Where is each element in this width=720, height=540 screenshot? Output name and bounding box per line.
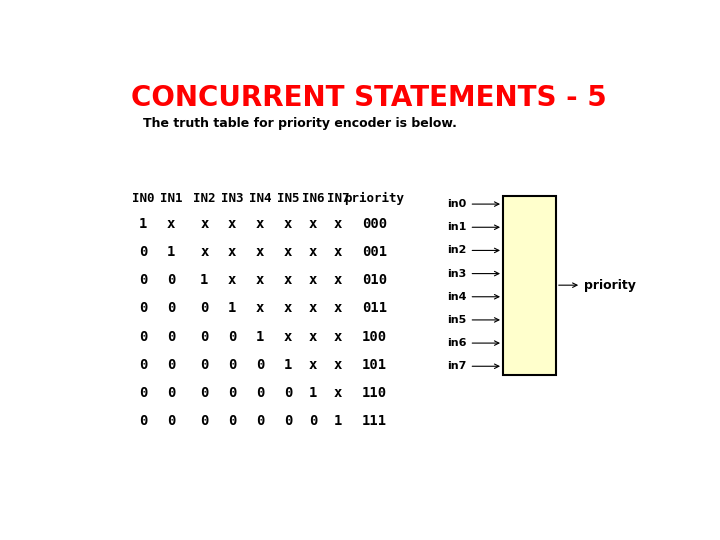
- Text: IN5: IN5: [277, 192, 300, 205]
- Text: 0: 0: [167, 415, 175, 428]
- Text: x: x: [334, 301, 343, 315]
- Text: 0: 0: [139, 415, 147, 428]
- Text: 1: 1: [228, 301, 236, 315]
- Text: IN1: IN1: [160, 192, 182, 205]
- Text: IN3: IN3: [221, 192, 243, 205]
- Text: x: x: [334, 217, 343, 231]
- Text: 0: 0: [139, 358, 147, 372]
- Text: in0: in0: [447, 199, 467, 209]
- Text: x: x: [309, 358, 318, 372]
- Text: 0: 0: [139, 329, 147, 343]
- Text: in1: in1: [447, 222, 467, 232]
- Text: 0: 0: [139, 301, 147, 315]
- Text: 011: 011: [362, 301, 387, 315]
- Text: CONCURRENT STATEMENTS - 5: CONCURRENT STATEMENTS - 5: [131, 84, 607, 112]
- Text: x: x: [334, 358, 343, 372]
- Text: x: x: [256, 245, 264, 259]
- Text: 0: 0: [200, 358, 209, 372]
- Text: 1: 1: [256, 329, 264, 343]
- Text: x: x: [334, 329, 343, 343]
- Text: 1: 1: [309, 386, 318, 400]
- Text: 0: 0: [139, 245, 147, 259]
- Text: x: x: [309, 217, 318, 231]
- Text: in4: in4: [447, 292, 467, 302]
- Text: x: x: [334, 245, 343, 259]
- Text: 0: 0: [167, 386, 175, 400]
- Text: x: x: [284, 245, 292, 259]
- Text: 0: 0: [309, 415, 318, 428]
- Text: 1: 1: [334, 415, 343, 428]
- Text: 1: 1: [200, 273, 209, 287]
- Text: x: x: [284, 217, 292, 231]
- Text: in3: in3: [447, 268, 467, 279]
- Text: x: x: [309, 245, 318, 259]
- Text: x: x: [284, 329, 292, 343]
- Text: 1: 1: [284, 358, 292, 372]
- Text: x: x: [309, 329, 318, 343]
- Text: 0: 0: [200, 301, 209, 315]
- Text: x: x: [256, 217, 264, 231]
- Text: 0: 0: [200, 386, 209, 400]
- Text: 100: 100: [362, 329, 387, 343]
- Text: 0: 0: [284, 415, 292, 428]
- Text: in5: in5: [447, 315, 467, 325]
- Text: 000: 000: [362, 217, 387, 231]
- Text: x: x: [309, 301, 318, 315]
- Text: x: x: [309, 273, 318, 287]
- Text: 0: 0: [256, 358, 264, 372]
- Text: 0: 0: [200, 415, 209, 428]
- Text: 0: 0: [167, 273, 175, 287]
- Bar: [503, 196, 556, 375]
- Text: 0: 0: [228, 329, 236, 343]
- Text: in6: in6: [447, 338, 467, 348]
- Text: x: x: [228, 217, 236, 231]
- Text: x: x: [228, 245, 236, 259]
- Text: 0: 0: [256, 415, 264, 428]
- Text: 1: 1: [139, 217, 147, 231]
- Text: x: x: [228, 273, 236, 287]
- Text: 0: 0: [200, 329, 209, 343]
- Text: x: x: [167, 217, 175, 231]
- Text: 111: 111: [362, 415, 387, 428]
- Text: x: x: [200, 217, 209, 231]
- Text: IN7: IN7: [327, 192, 350, 205]
- Text: x: x: [256, 273, 264, 287]
- Text: 010: 010: [362, 273, 387, 287]
- Text: x: x: [334, 386, 343, 400]
- Text: 001: 001: [362, 245, 387, 259]
- Text: 0: 0: [228, 386, 236, 400]
- Text: IN6: IN6: [302, 192, 325, 205]
- Text: 0: 0: [139, 273, 147, 287]
- Text: IN0: IN0: [132, 192, 154, 205]
- Text: 0: 0: [228, 415, 236, 428]
- Text: x: x: [284, 273, 292, 287]
- Text: in2: in2: [447, 245, 467, 255]
- Text: The truth table for priority encoder is below.: The truth table for priority encoder is …: [143, 117, 457, 130]
- Text: IN4: IN4: [249, 192, 271, 205]
- Text: priority: priority: [345, 192, 405, 205]
- Text: 1: 1: [167, 245, 175, 259]
- Text: 101: 101: [362, 358, 387, 372]
- Text: 0: 0: [228, 358, 236, 372]
- Text: IN2: IN2: [193, 192, 216, 205]
- Text: in7: in7: [447, 361, 467, 372]
- Text: 0: 0: [167, 358, 175, 372]
- Text: priority: priority: [584, 279, 636, 292]
- Text: x: x: [334, 273, 343, 287]
- Text: 0: 0: [256, 386, 264, 400]
- Text: 0: 0: [139, 386, 147, 400]
- Text: x: x: [284, 301, 292, 315]
- Text: 0: 0: [167, 329, 175, 343]
- Text: x: x: [256, 301, 264, 315]
- Text: x: x: [200, 245, 209, 259]
- Text: 0: 0: [167, 301, 175, 315]
- Text: 110: 110: [362, 386, 387, 400]
- Text: 0: 0: [284, 386, 292, 400]
